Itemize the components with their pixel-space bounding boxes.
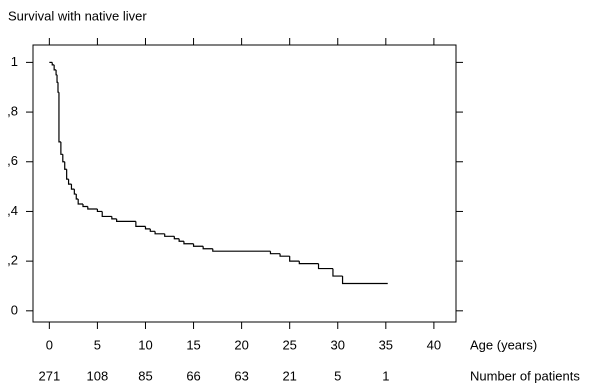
survival-step	[56, 74, 58, 83]
survival-step	[101, 211, 112, 218]
survival-step	[149, 228, 156, 232]
survival-step	[111, 216, 117, 220]
survival-step	[183, 241, 194, 245]
survival-step	[289, 256, 300, 262]
survival-step	[317, 263, 333, 270]
x-tick-label: 20	[234, 337, 248, 352]
survival-step	[51, 62, 55, 66]
x-tick-label: 35	[379, 337, 393, 352]
at-risk-count: 66	[186, 368, 200, 383]
survival-step	[202, 246, 213, 250]
survival-step	[144, 226, 151, 230]
x-axis-label: Age (years)	[470, 337, 537, 352]
survival-step	[82, 203, 88, 208]
survival-step	[135, 221, 146, 227]
y-tick-label: ,2	[7, 253, 18, 268]
x-tick-label: 40	[427, 337, 441, 352]
at-risk-count: 63	[234, 368, 248, 383]
survival-step	[178, 238, 184, 242]
at-risk-count: 108	[87, 368, 109, 383]
survival-step	[116, 218, 136, 222]
at-risk-count: 271	[38, 368, 60, 383]
survival-step	[75, 194, 79, 200]
at-risk-count: 5	[334, 368, 341, 383]
chart-title: Survival with native liver	[8, 8, 147, 23]
x-tick-label: 30	[331, 337, 345, 352]
survival-step	[164, 233, 175, 237]
survival-step	[73, 189, 77, 195]
survival-step	[66, 169, 69, 180]
at-risk-label: Number of patients	[470, 368, 580, 383]
survival-step	[77, 199, 83, 205]
survival-step	[62, 154, 65, 163]
survival-step	[57, 82, 59, 93]
y-tick-label: ,8	[7, 104, 18, 119]
survival-step	[279, 253, 290, 257]
y-tick-label: 1	[11, 54, 18, 69]
survival-step	[332, 268, 343, 277]
survival-step	[53, 64, 57, 71]
y-tick-label: ,4	[7, 203, 18, 218]
at-risk-count: 1	[382, 368, 389, 383]
y-tick-label: ,6	[7, 153, 18, 168]
x-tick-label: 25	[282, 337, 296, 352]
x-tick-label: 0	[46, 337, 53, 352]
survival-step	[173, 236, 180, 240]
survival-step	[192, 243, 204, 247]
survival-step	[58, 92, 61, 143]
survival-step	[96, 208, 103, 213]
survival-step	[269, 251, 281, 255]
survival-step	[298, 261, 319, 265]
y-tick-label: 0	[11, 302, 18, 317]
x-tick-label: 10	[138, 337, 152, 352]
survival-step	[67, 179, 72, 185]
survival-step	[87, 206, 98, 210]
survival-step	[55, 69, 58, 76]
plot-frame	[32, 44, 457, 323]
survival-step	[212, 248, 271, 252]
x-tick-label: 15	[186, 337, 200, 352]
survival-step	[70, 184, 75, 190]
at-risk-count: 21	[282, 368, 296, 383]
survival-step	[341, 276, 388, 285]
x-tick-label: 5	[94, 337, 101, 352]
at-risk-count: 85	[138, 368, 152, 383]
survival-step	[154, 231, 165, 235]
survival-step	[60, 141, 63, 155]
survival-step	[64, 161, 67, 170]
